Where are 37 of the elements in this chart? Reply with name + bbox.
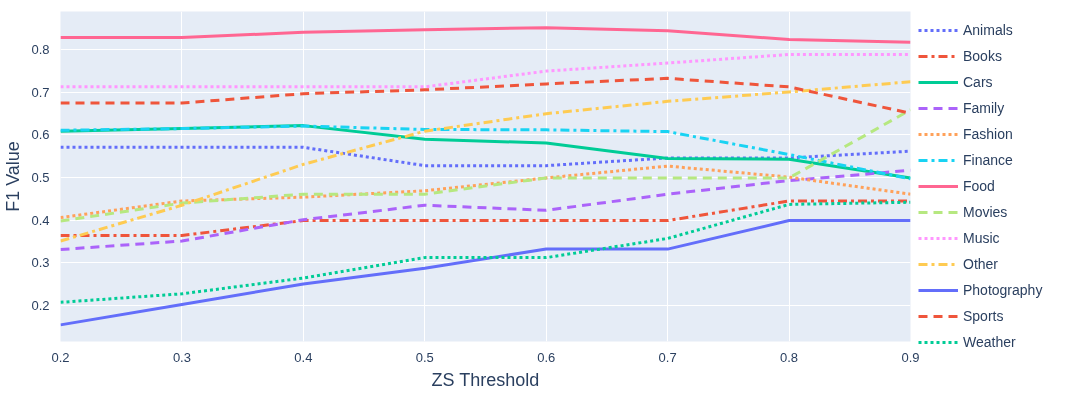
line-series — [60, 200, 911, 304]
y-tick-label: 0.6 — [31, 127, 50, 143]
line-series — [60, 219, 911, 327]
line-series — [60, 164, 911, 220]
x-tick-label: 0.4 — [294, 349, 313, 365]
legend-label: Other — [963, 255, 999, 274]
legend-label: Weather — [963, 333, 1016, 352]
x-tick-label: 0.5 — [415, 349, 434, 365]
y-tick-label: 0.5 — [31, 170, 50, 186]
legend-label: Animals — [963, 21, 1013, 40]
legend-label: Cars — [963, 73, 993, 92]
legend-label: Music — [963, 229, 1000, 248]
y-tick-label: 0.3 — [31, 255, 50, 271]
legend-label: Finance — [963, 151, 1013, 170]
x-tick-label: 0.7 — [658, 349, 677, 365]
x-tick-label: 0.2 — [51, 349, 70, 365]
legend-label: Fashion — [963, 125, 1013, 144]
x-tick-label: 0.6 — [537, 349, 556, 365]
y-tick-label: 0.2 — [31, 297, 50, 313]
legend-label: Family — [963, 99, 1005, 118]
x-axis-title: ZS Threshold — [431, 369, 540, 390]
y-tick-label: 0.7 — [31, 84, 50, 100]
x-tick-label: 0.9 — [901, 349, 920, 365]
legend-label: Movies — [963, 203, 1008, 222]
legend-label: Sports — [963, 307, 1004, 326]
line-series — [60, 26, 911, 44]
x-tick-label: 0.3 — [172, 349, 191, 365]
line-series — [60, 53, 911, 89]
legend-label: Books — [963, 47, 1002, 66]
line-series — [60, 145, 911, 168]
y-tick-label: 0.4 — [31, 212, 50, 228]
line-series — [60, 80, 911, 243]
legend-label: Photography — [963, 281, 1043, 300]
x-tick-label: 0.8 — [780, 349, 799, 365]
y-tick-label: 0.8 — [31, 42, 50, 58]
y-axis-title: F1 Value — [3, 141, 24, 212]
legend-label: Food — [963, 177, 995, 196]
